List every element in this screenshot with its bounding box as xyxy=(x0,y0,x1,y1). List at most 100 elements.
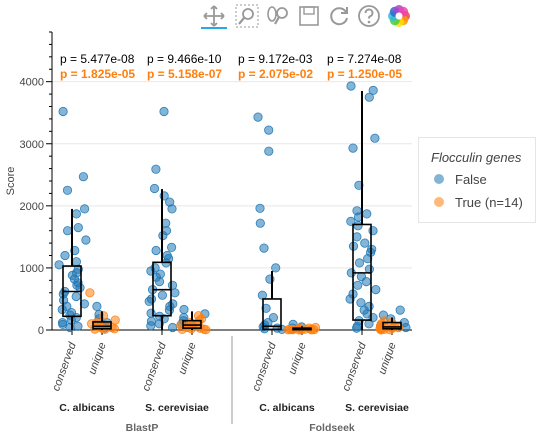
save-icon xyxy=(299,6,319,26)
box-plot xyxy=(262,271,282,331)
scatter-point-false xyxy=(157,290,167,300)
legend-swatch-false xyxy=(434,174,444,184)
x-group-label: Foldseek xyxy=(309,422,355,434)
pvalue-label-true: p = 1.250e-05 xyxy=(327,67,402,81)
legend-title: Flocculin genes xyxy=(431,150,522,165)
scatter-point-false xyxy=(71,257,82,267)
x-category-label: conserved xyxy=(340,340,369,393)
scatter-point-false xyxy=(62,185,73,195)
scatter-point-true xyxy=(283,325,293,335)
box-body xyxy=(92,321,112,330)
scatter-point-true xyxy=(85,288,95,298)
legend-label-false: False xyxy=(455,172,487,187)
scatter-point-false xyxy=(353,221,363,231)
scatter-point-false xyxy=(73,321,83,331)
scatter-point-false xyxy=(361,276,371,287)
scatter-point-false xyxy=(346,216,356,226)
legend-swatch-true xyxy=(434,197,444,207)
save-tool[interactable] xyxy=(296,3,322,29)
scatter-point-false xyxy=(167,204,177,214)
reset-tool[interactable] xyxy=(326,3,352,29)
box-zoom-tool[interactable] xyxy=(234,3,260,29)
scatter-point-false xyxy=(395,305,405,315)
scatter-point-false xyxy=(255,218,265,228)
y-axis-label: Score xyxy=(5,167,17,196)
scatter-point-false xyxy=(170,288,180,298)
x-category-label: unique xyxy=(176,341,199,376)
scatter-point-false xyxy=(370,133,380,143)
box-plot xyxy=(182,311,202,330)
x-category-label: unique xyxy=(86,341,109,376)
wheel-zoom-icon xyxy=(267,6,288,25)
x-category-label: conserved xyxy=(250,340,279,393)
legend: Flocculin genes False True (n=14) xyxy=(418,137,536,223)
scatter-layer xyxy=(54,81,411,335)
y-tick-label: 1000 xyxy=(20,263,44,275)
scatter-point-false xyxy=(73,223,83,233)
scatter-point-false xyxy=(151,245,161,256)
y-tick-label: 2000 xyxy=(20,201,44,213)
scatter-point-false xyxy=(71,291,81,302)
scatter-point-false xyxy=(352,232,362,242)
pvalue-label-false: p = 9.172e-03 xyxy=(238,52,313,66)
pan-icon xyxy=(203,5,225,27)
scatter-point-false xyxy=(264,146,274,156)
scatter-point-false xyxy=(253,112,263,122)
y-tick-label: 0 xyxy=(38,325,44,337)
scatter-point-false xyxy=(167,242,177,252)
scatter-point-false xyxy=(179,304,189,315)
bokeh-logo[interactable] xyxy=(386,3,412,29)
scatter-point-false xyxy=(354,180,364,190)
scatter-point-false xyxy=(154,276,165,287)
pvalue-label-false: p = 9.466e-10 xyxy=(147,52,222,66)
y-tick-label: 3000 xyxy=(20,139,44,151)
scatter-point-false xyxy=(362,209,372,219)
scatter-point-false xyxy=(348,143,358,153)
box-body xyxy=(262,298,282,331)
box-zoom-icon xyxy=(235,4,259,28)
pvalue-label-false: p = 5.477e-08 xyxy=(60,52,135,66)
scatter-point-false xyxy=(149,183,160,194)
scatter-point-false xyxy=(146,321,156,331)
scatter-point-false xyxy=(271,263,281,273)
x-category-label: unique xyxy=(286,341,309,376)
wheel-zoom-tool[interactable] xyxy=(265,3,291,29)
toolbar xyxy=(0,0,541,34)
scatter-point-false xyxy=(363,254,373,264)
scatter-point-false xyxy=(255,203,265,213)
bokeh-logo-icon xyxy=(388,5,410,27)
y-tick-label: 4000 xyxy=(20,77,44,89)
x-species-label: C. albicans xyxy=(259,402,315,414)
scatter-point-false xyxy=(368,85,378,96)
scatter-point-false xyxy=(345,294,355,304)
help-tool[interactable] xyxy=(356,3,382,29)
x-category-label: conserved xyxy=(140,340,169,393)
box-plot xyxy=(152,189,172,330)
scatter-point-false xyxy=(261,303,271,313)
x-category-label: conserved xyxy=(50,340,79,393)
scatter-point-false xyxy=(259,243,269,253)
pvalue-label-true: p = 2.075e-02 xyxy=(238,67,313,81)
scatter-point-false xyxy=(92,301,102,311)
scatter-point-false xyxy=(78,172,89,182)
scatter-point-false xyxy=(351,323,362,333)
box-plot xyxy=(292,326,312,331)
pan-tool[interactable] xyxy=(201,3,227,29)
x-group-label: BlastP xyxy=(126,422,159,434)
scatter-point-false xyxy=(264,125,274,135)
box-plot xyxy=(382,317,402,330)
scatter-point-false xyxy=(346,81,356,91)
legend-label-true: True (n=14) xyxy=(455,195,523,210)
scatter-point-false xyxy=(364,92,374,102)
box-plot xyxy=(92,311,112,330)
pvalue-label-true: p = 1.825e-05 xyxy=(60,67,135,81)
scatter-point-false xyxy=(354,258,365,268)
scatter-point-true xyxy=(98,311,109,321)
scatter-point-false xyxy=(159,106,169,117)
scatter-point-true xyxy=(177,324,187,334)
pvalue-label-true: p = 5.158e-07 xyxy=(147,67,222,81)
x-species-label: S. cerevisiae xyxy=(345,402,409,414)
pvalue-label-false: p = 7.274e-08 xyxy=(327,52,402,66)
scatter-point-false xyxy=(81,235,91,245)
